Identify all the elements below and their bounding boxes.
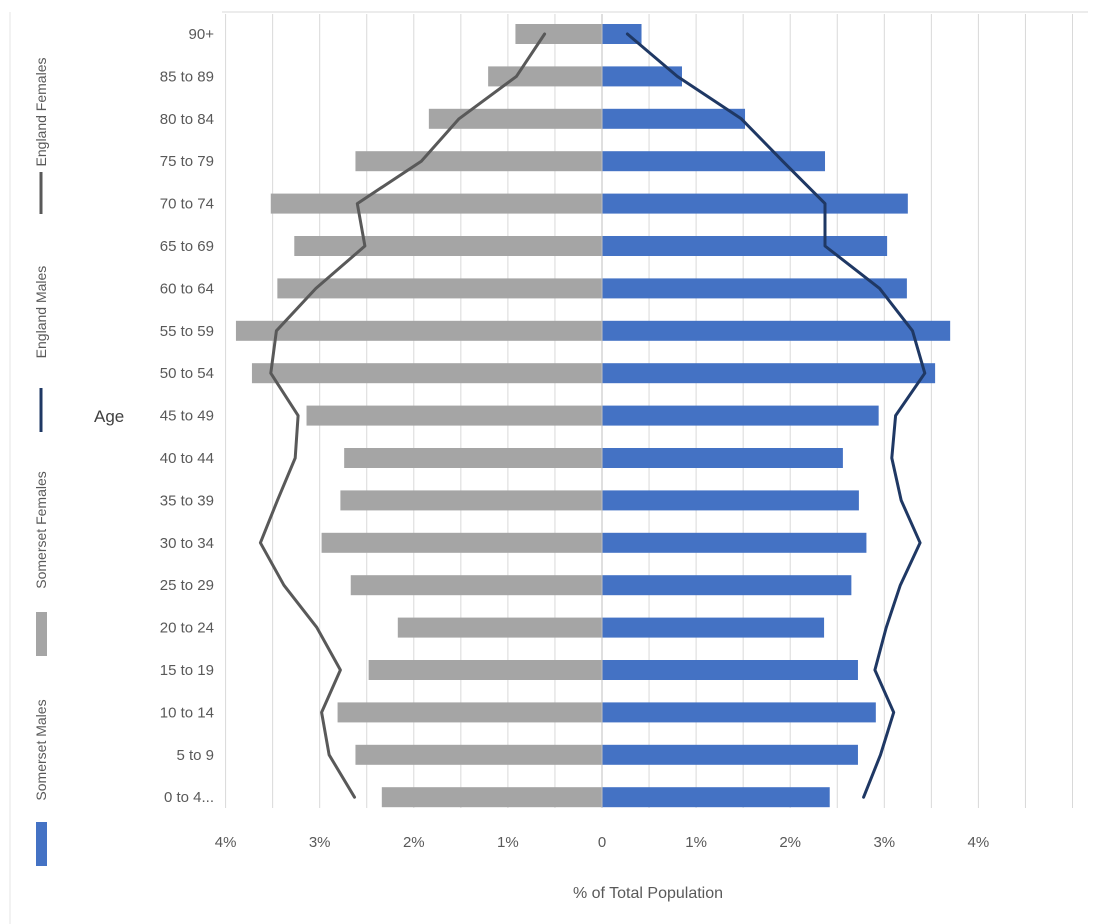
- bar-somerset-females: [251, 363, 602, 384]
- bars: [235, 24, 951, 808]
- category-label: 5 to 9: [176, 747, 214, 764]
- bar-somerset-females: [277, 278, 602, 299]
- bar-somerset-males: [602, 278, 907, 299]
- bar-somerset-males: [602, 702, 876, 723]
- x-tick-label: 4%: [968, 834, 990, 851]
- category-label: 30 to 34: [160, 535, 214, 552]
- bar-somerset-females: [340, 490, 602, 511]
- y-axis-title: Age: [94, 407, 124, 426]
- line-england-males: [625, 32, 927, 799]
- bar-somerset-males: [602, 787, 830, 808]
- category-label: 20 to 24: [160, 620, 214, 637]
- bar-somerset-females: [368, 660, 602, 680]
- legend-label-england-females: England Females: [33, 58, 49, 167]
- bar-somerset-females: [515, 24, 602, 44]
- bar-somerset-females: [235, 320, 603, 341]
- category-label: 35 to 39: [160, 492, 214, 509]
- category-label: 0 to 4...: [164, 789, 214, 806]
- category-label: 70 to 74: [160, 196, 214, 213]
- bar-somerset-females: [337, 702, 602, 723]
- bar-somerset-males: [602, 532, 867, 553]
- category-label: 10 to 14: [160, 704, 214, 721]
- category-label: 25 to 29: [160, 577, 214, 594]
- bar-somerset-males: [602, 108, 746, 129]
- bar-somerset-females: [344, 448, 602, 468]
- bar-somerset-males: [602, 193, 908, 214]
- bar-somerset-females: [350, 575, 602, 596]
- bar-somerset-males: [602, 363, 936, 384]
- bar-somerset-males: [602, 490, 859, 511]
- line-england-females: [258, 32, 547, 799]
- bar-somerset-males: [602, 617, 825, 638]
- bar-somerset-males: [602, 405, 879, 426]
- x-tick-label: 3%: [873, 834, 895, 851]
- category-label: 15 to 19: [160, 662, 214, 679]
- legend: Somerset Males Somerset Females England Ma…: [33, 58, 49, 866]
- x-tick-labels: 4% 3% 2% 1% 0 1% 2% 3% 4%: [215, 834, 989, 851]
- legend-marker-somerset-females: [36, 612, 47, 656]
- bar-somerset-females: [306, 405, 602, 426]
- bar-somerset-males: [602, 320, 951, 341]
- bar-somerset-females: [321, 532, 602, 553]
- category-label: 60 to 64: [160, 280, 214, 297]
- category-label: 80 to 84: [160, 111, 214, 128]
- category-label: 40 to 44: [160, 450, 214, 467]
- bar-somerset-females: [294, 236, 602, 256]
- bar-somerset-males: [602, 151, 826, 172]
- x-tick-label: 4%: [215, 834, 237, 851]
- bar-somerset-males: [602, 66, 682, 87]
- bar-somerset-males: [602, 660, 858, 680]
- legend-label-somerset-females: Somerset Females: [33, 471, 49, 588]
- x-tick-label: 2%: [779, 834, 801, 851]
- legend-label-england-males: England Males: [33, 266, 49, 359]
- bar-somerset-females: [428, 108, 602, 129]
- x-axis-title: % of Total Population: [573, 885, 723, 902]
- bar-somerset-females: [270, 193, 602, 214]
- bar-somerset-males: [602, 448, 843, 468]
- bar-somerset-females: [355, 151, 602, 172]
- bar-somerset-females: [397, 617, 602, 638]
- category-label: 90+: [189, 26, 215, 43]
- bar-somerset-males: [602, 744, 858, 765]
- legend-marker-somerset-males: [36, 822, 47, 866]
- legend-label-somerset-males: Somerset Males: [33, 699, 49, 800]
- category-label: 65 to 69: [160, 238, 214, 255]
- bar-somerset-females: [488, 66, 602, 87]
- category-label: 50 to 54: [160, 365, 214, 382]
- bar-somerset-females: [355, 744, 602, 765]
- x-tick-label: 0: [598, 834, 606, 851]
- x-tick-label: 3%: [309, 834, 331, 851]
- x-tick-label: 1%: [497, 834, 519, 851]
- category-labels: 90+ 85 to 89 80 to 84 75 to 79 70 to 74 65 to…: [160, 26, 214, 806]
- category-label: 85 to 89: [160, 68, 214, 85]
- bar-somerset-males: [602, 575, 852, 596]
- category-label: 55 to 59: [160, 323, 214, 340]
- x-tick-label: 2%: [403, 834, 425, 851]
- category-label: 75 to 79: [160, 153, 214, 170]
- x-tick-label: 1%: [685, 834, 707, 851]
- series-lines: [258, 32, 927, 799]
- category-label: 45 to 49: [160, 408, 214, 425]
- bar-somerset-males: [602, 236, 888, 256]
- bar-somerset-females: [381, 787, 602, 808]
